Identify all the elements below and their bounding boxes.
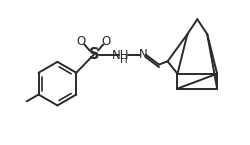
Text: N: N	[138, 48, 147, 61]
Text: H: H	[119, 55, 127, 65]
Text: O: O	[76, 35, 86, 48]
Text: S: S	[88, 47, 99, 62]
Text: O: O	[101, 35, 110, 48]
Text: NH: NH	[111, 49, 128, 62]
